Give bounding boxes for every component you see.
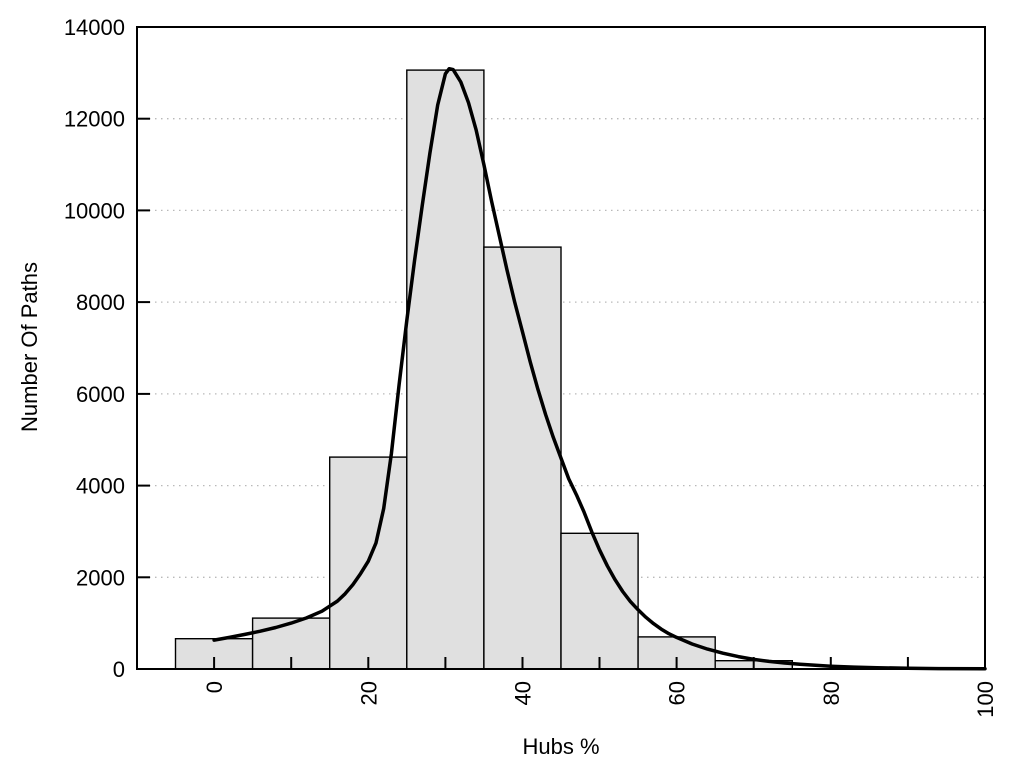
fit-curve — [212, 66, 987, 671]
y-tick-label: 8000 — [76, 290, 125, 315]
x-tick-label: 40 — [511, 681, 536, 705]
x-tick-label: 60 — [665, 681, 690, 705]
y-tick-label: 2000 — [76, 565, 125, 590]
y-tick-label: 14000 — [64, 15, 125, 40]
x-tick-label: 100 — [973, 681, 998, 718]
x-tick-label: 0 — [202, 681, 227, 693]
y-axis-title: Number Of Paths — [17, 262, 42, 432]
x-axis-title: Hubs % — [522, 734, 600, 759]
x-tick-label: 20 — [356, 681, 381, 705]
plot-border — [136, 26, 986, 670]
y-tick-label: 4000 — [76, 474, 125, 499]
histogram-bar — [483, 246, 562, 670]
x-tick-label: 80 — [819, 681, 844, 705]
y-tick-label: 6000 — [76, 382, 125, 407]
histogram-bar — [406, 69, 485, 670]
y-tick-label: 10000 — [64, 198, 125, 223]
y-tick-label: 0 — [113, 657, 125, 682]
histogram-bar — [560, 532, 639, 670]
y-tick-label: 12000 — [64, 107, 125, 132]
